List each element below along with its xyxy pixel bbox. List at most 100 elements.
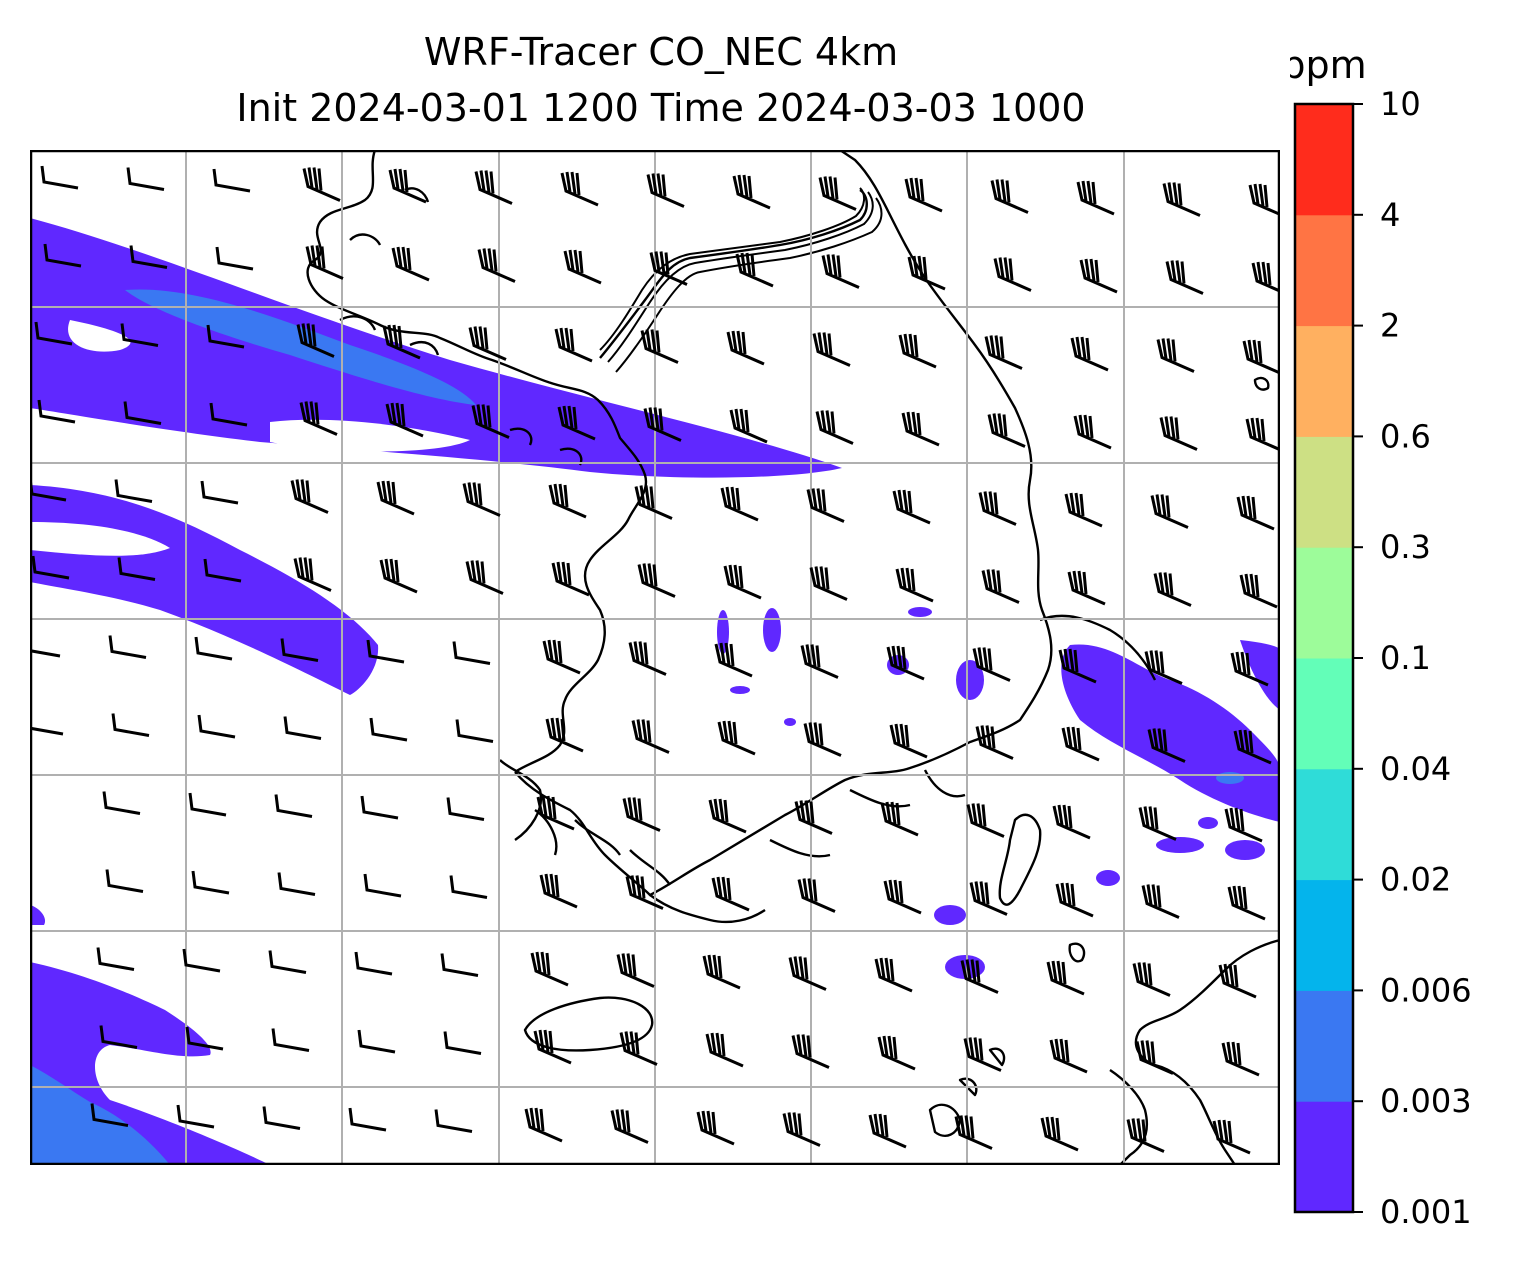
wind-barb: [117, 557, 156, 581]
wind-barb: [474, 170, 513, 205]
patch-11: [1198, 817, 1218, 829]
patch-8: [1096, 870, 1120, 886]
wind-barb: [524, 1107, 563, 1143]
wind-barb: [1061, 726, 1100, 762]
plume-northwest: [30, 218, 842, 478]
map-title-line2: Init 2024-03-01 1200 Time 2024-03-03 100…: [236, 86, 1086, 130]
wind-barb: [735, 252, 774, 288]
patch-9: [1225, 840, 1265, 860]
wind-barb: [1245, 417, 1280, 452]
wind-barb: [637, 563, 676, 598]
wind-barb: [696, 1110, 735, 1146]
wind-barb: [43, 243, 82, 268]
wind-barb: [299, 401, 338, 436]
coastline-japan: [1134, 938, 1280, 1165]
wind-barb: [711, 876, 750, 912]
wind-barb: [188, 792, 227, 817]
patch-12: [730, 686, 750, 694]
colorbar-bin-8: [1295, 214, 1353, 327]
islands-southwest: [499, 759, 671, 886]
wind-barb: [954, 1115, 993, 1150]
wind-barb: [1236, 495, 1275, 531]
wind-barb: [357, 1029, 396, 1054]
wind-barb: [815, 410, 854, 445]
wind-barb: [809, 566, 848, 601]
wind-barb: [1251, 261, 1280, 293]
wind-barb: [30, 649, 61, 658]
gridlines: [30, 150, 1280, 1165]
wind-barb: [874, 957, 913, 993]
wind-barb: [465, 560, 504, 595]
colorbar-bin-2: [1295, 879, 1353, 991]
wind-barb: [363, 873, 402, 898]
plume-northwest-gap: [68, 320, 470, 452]
wind-barb: [898, 333, 937, 369]
wind-barb: [96, 947, 135, 971]
plume-northwest-core: [125, 289, 476, 405]
wind-barb: [634, 485, 673, 520]
coastline-east-sea: [1039, 614, 1157, 681]
wind-barb: [533, 1029, 572, 1065]
wind-barb: [821, 254, 860, 289]
wind-barb: [446, 797, 485, 821]
coastline-south: [514, 150, 1053, 897]
wind-barb: [268, 950, 307, 974]
wind-barb: [114, 479, 153, 503]
colorbar-bin-9: [1295, 104, 1353, 216]
wind-barb: [37, 399, 76, 424]
wind-barb: [987, 413, 1026, 448]
plume-east-edge: [1240, 640, 1280, 710]
wind-barb: [271, 1028, 310, 1052]
wind-barb: [978, 491, 1017, 526]
colorbar-unit-label: ppm: [1290, 43, 1367, 87]
wind-barb: [1040, 1116, 1079, 1152]
patch-5: [908, 607, 932, 617]
wind-barb: [794, 800, 833, 835]
wind-barb: [907, 255, 946, 291]
wind-barb: [560, 171, 599, 207]
wind-barb: [1064, 492, 1103, 528]
wind-barb: [360, 795, 399, 820]
wind-barb: [209, 402, 248, 427]
wind-barb: [1159, 416, 1198, 451]
wind-barb: [277, 872, 316, 896]
wind-barb: [714, 642, 753, 678]
wind-barb: [348, 1107, 387, 1132]
wind-barb: [185, 1026, 224, 1051]
wind-barb: [539, 873, 578, 909]
wind-barb: [1242, 339, 1280, 375]
wind-barb: [203, 558, 242, 583]
wind-barb: [622, 797, 661, 832]
wind-barb: [640, 329, 679, 364]
wind-barb: [1067, 570, 1106, 606]
wind-barb: [382, 324, 421, 360]
wind-barb: [1073, 414, 1112, 450]
wind-barb: [462, 482, 501, 517]
wind-barb: [126, 167, 165, 191]
wind-barb: [904, 177, 943, 213]
wind-barb: [726, 330, 765, 366]
wind-barb: [530, 951, 569, 987]
wind-barb: [803, 722, 842, 757]
wind-barb: [1138, 806, 1177, 841]
colorbar-bin-3: [1295, 768, 1353, 881]
colorbar-frame: [1293, 102, 1355, 1214]
map-frame: [30, 150, 1280, 1165]
wind-barb: [563, 249, 602, 285]
colorbar-tick-label-1: 0.003: [1380, 1082, 1472, 1120]
wind-barb: [1076, 180, 1115, 216]
wind-barb: [108, 635, 147, 659]
plume-east-core: [1216, 772, 1244, 784]
wind-barb: [102, 791, 141, 815]
islands-northwest: [339, 187, 583, 466]
wind-barb: [440, 953, 479, 977]
patch-13: [784, 718, 796, 726]
wind-barb: [628, 641, 667, 676]
wind-barb: [895, 567, 934, 603]
wind-barb: [536, 795, 575, 831]
wind-barb: [455, 719, 494, 743]
wind-barb: [449, 875, 488, 899]
wind-barb: [111, 713, 150, 737]
patch-10: [1156, 837, 1204, 853]
map-title-line1: WRF-Tracer CO_NEC 4km: [423, 30, 899, 74]
